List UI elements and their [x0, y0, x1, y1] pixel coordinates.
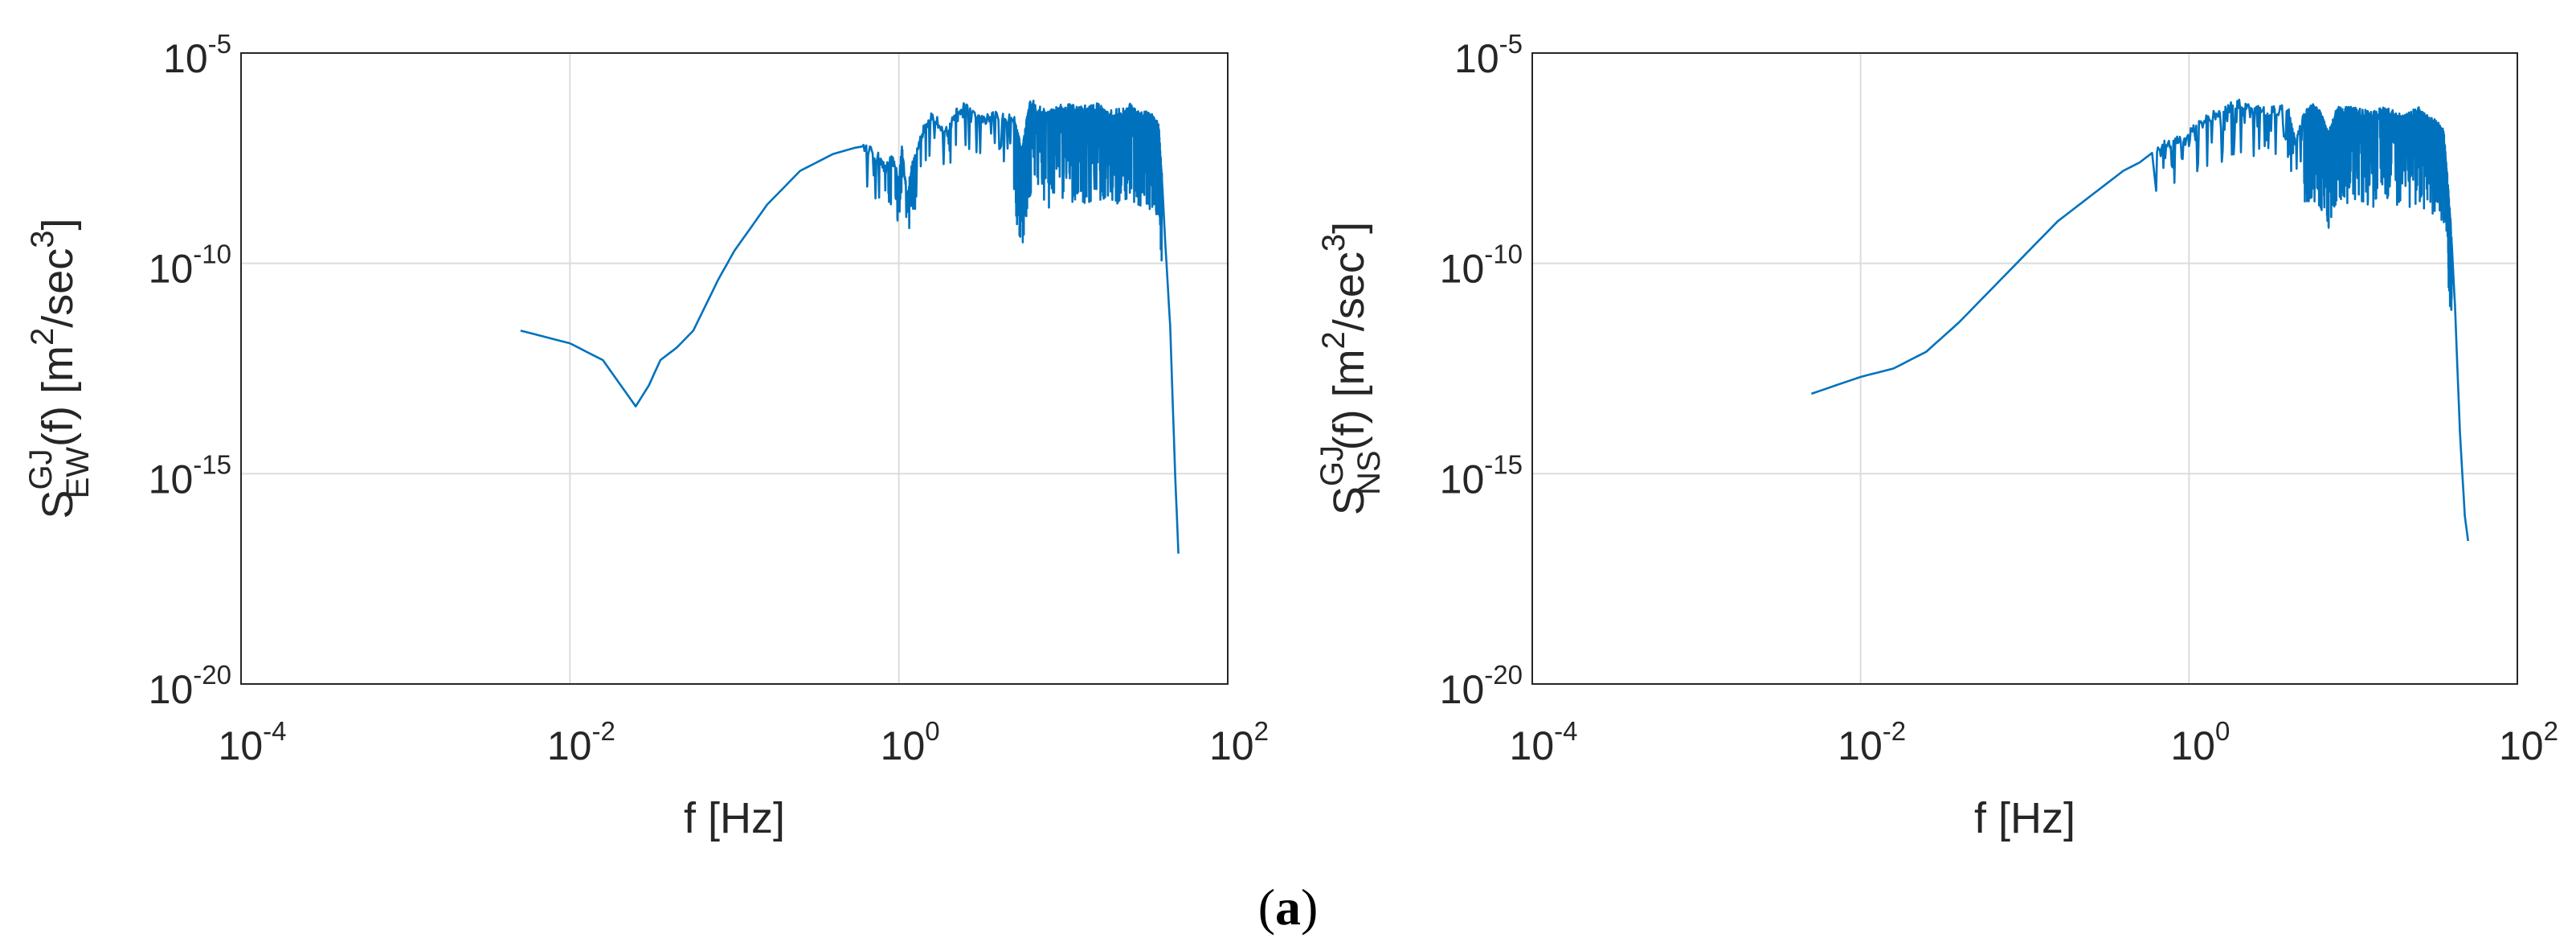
- y-tick-label: 10-5: [163, 29, 231, 81]
- y-tick-label: 10-15: [1440, 449, 1523, 502]
- x-tick-labels: 10-4 10-2 100 102: [1510, 716, 2558, 768]
- y-tick-label: 10-10: [1440, 240, 1523, 292]
- y-axis-label: SGJEW(f) [m2/sec3]: [23, 218, 96, 518]
- y-axis-label: SGJNS(f) [m2/sec3]: [1315, 222, 1387, 515]
- x-tick-label: 10-2: [547, 716, 615, 768]
- x-tick-label: 100: [881, 716, 940, 768]
- x-tick-label: 10-4: [219, 716, 287, 768]
- series-layer: [520, 100, 1180, 554]
- y-tick-label: 10-20: [149, 660, 231, 712]
- series-line: [1810, 98, 2469, 542]
- x-tick-label: 10-2: [1838, 716, 1906, 768]
- x-tick-labels: 10-4 10-2 100 102: [219, 716, 1269, 768]
- series-line: [520, 100, 1180, 554]
- y-tick-label: 10-20: [1440, 660, 1523, 712]
- plot-area-frame: [240, 52, 1229, 685]
- x-tick-label: 10-4: [1510, 716, 1578, 768]
- y-tick-label: 10-10: [149, 240, 231, 292]
- plot-area-frame: [1531, 52, 2518, 685]
- y-tick-labels: 10-5 10-10 10-15 10-20: [149, 29, 231, 712]
- x-axis-label: f [Hz]: [684, 794, 785, 842]
- y-tick-label: 10-5: [1454, 29, 1523, 81]
- y-tick-labels: 10-5 10-10 10-15 10-20: [1440, 29, 1523, 712]
- x-tick-label: 102: [2499, 716, 2558, 768]
- series-layer: [1810, 98, 2469, 542]
- figure-caption: (a): [1258, 878, 1319, 936]
- x-tick-label: 102: [1209, 716, 1269, 768]
- chart-panel-ns: 10-4 10-2 100 102 10-5 10-10 10-15 10-20…: [1315, 29, 2558, 842]
- chart-panel-ew: 10-4 10-2 100 102 10-5 10-10 10-15 10-20…: [23, 29, 1269, 842]
- x-axis-label: f [Hz]: [1974, 794, 2075, 842]
- x-tick-label: 100: [2170, 716, 2230, 768]
- y-tick-label: 10-15: [149, 449, 231, 502]
